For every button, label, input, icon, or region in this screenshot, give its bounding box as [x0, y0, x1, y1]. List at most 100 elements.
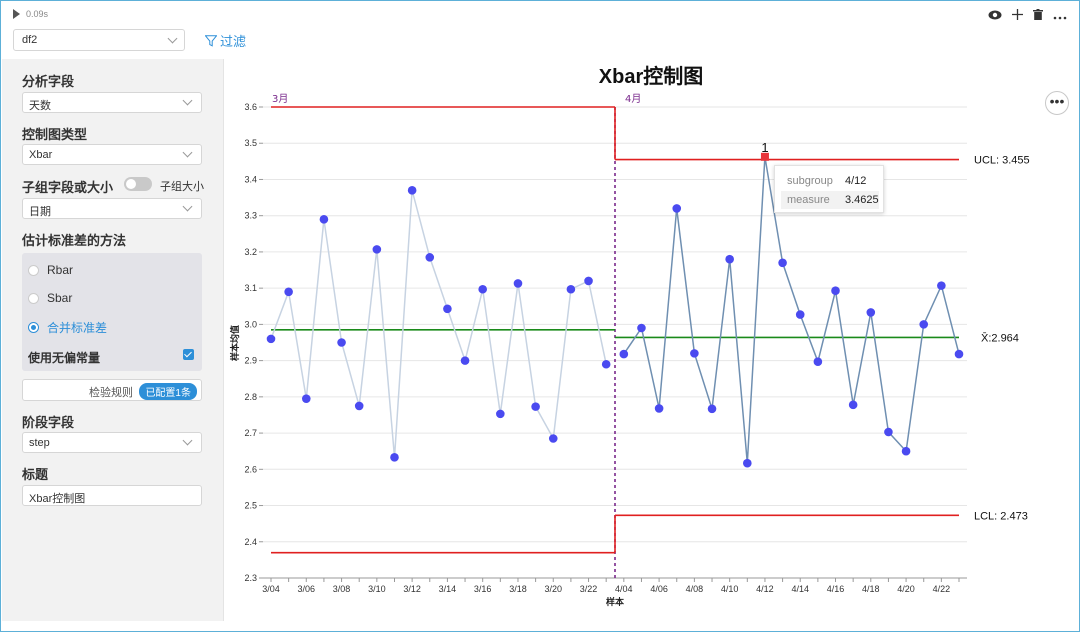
- radio-icon[interactable]: [28, 264, 39, 276]
- x-tick-label: 3/04: [262, 584, 280, 594]
- data-point: [566, 284, 576, 294]
- data-point: [619, 349, 629, 359]
- y-tick-label: 2.7: [244, 428, 257, 438]
- ucl-label: UCL: 3.455: [974, 155, 1030, 167]
- chevron-down-icon: [182, 147, 193, 158]
- title-input[interactable]: Xbar控制图: [22, 485, 202, 506]
- rules-label: 检验规则: [89, 387, 133, 399]
- x-tick-label: 3/14: [439, 584, 457, 594]
- analysis-field-select[interactable]: 天数: [22, 92, 202, 113]
- data-point: [672, 204, 682, 213]
- y-tick-label: 3.1: [244, 283, 257, 293]
- x-tick-label: 4/10: [721, 584, 739, 594]
- violation-marker-label: 1: [761, 140, 768, 155]
- y-tick-label: 3.2: [244, 247, 257, 257]
- x-axis-title: 样本: [606, 596, 625, 608]
- data-point: [795, 310, 805, 319]
- data-point: [884, 427, 893, 437]
- title-value: Xbar控制图: [29, 493, 86, 505]
- dataframe-select[interactable]: df2: [13, 29, 185, 51]
- subgroup-size-toggle[interactable]: [124, 177, 152, 191]
- data-point: [425, 253, 435, 262]
- x-tick-label: 3/06: [298, 584, 316, 594]
- x-tick-label: 3/12: [403, 584, 421, 594]
- data-point: [478, 284, 487, 294]
- center-label: X̄:2.964: [981, 332, 1019, 345]
- subgroup-toggle-label: 子组大小: [160, 181, 204, 193]
- radio-selected-icon[interactable]: [28, 322, 39, 333]
- trash-icon[interactable]: [1033, 7, 1043, 23]
- y-tick-label: 3.4: [244, 174, 257, 184]
- subgroup-value: 日期: [29, 206, 51, 218]
- tooltip-value: 4/12: [845, 175, 867, 187]
- radio-icon[interactable]: [28, 292, 39, 304]
- funnel-icon: [205, 34, 217, 47]
- y-tick-label: 3.3: [244, 211, 257, 221]
- method-rbar-label: Rbar: [47, 263, 74, 277]
- cell-toolbar: 0.09s df2 过滤: [1, 1, 1079, 59]
- y-axis-title: 样本均值: [229, 325, 241, 361]
- data-point: [937, 281, 946, 290]
- data-point: [690, 349, 699, 358]
- chevron-down-icon: [182, 95, 193, 106]
- chevron-down-icon: [182, 201, 193, 212]
- data-point: [319, 215, 329, 224]
- x-tick-label: 4/22: [933, 584, 951, 594]
- method-pooled-label: 合并标准差: [47, 321, 108, 335]
- y-tick-label: 3.0: [244, 319, 257, 329]
- chart-more-button[interactable]: •••: [1045, 91, 1069, 115]
- x-tick-label: 4/08: [686, 584, 704, 594]
- data-point: [513, 279, 523, 288]
- data-point: [337, 338, 346, 347]
- more-horizontal-icon[interactable]: [1053, 7, 1067, 23]
- data-point: [460, 356, 470, 365]
- plus-icon[interactable]: [1012, 7, 1023, 23]
- data-point: [372, 245, 382, 254]
- data-point: [407, 186, 417, 195]
- data-point: [354, 401, 364, 411]
- x-tick-label: 3/20: [544, 584, 562, 594]
- x-tick-label: 4/18: [862, 584, 880, 594]
- data-point: [654, 404, 664, 413]
- data-point: [584, 276, 593, 286]
- y-tick-label: 2.5: [244, 501, 257, 511]
- y-tick-label: 2.4: [244, 537, 257, 547]
- data-point: [848, 400, 858, 410]
- chart-type-value: Xbar: [29, 149, 53, 161]
- y-tick-label: 2.3: [244, 573, 257, 583]
- data-point: [707, 404, 717, 414]
- stddev-method-label: 估计标准差的方法: [22, 233, 127, 248]
- filter-button[interactable]: 过滤: [205, 31, 246, 50]
- data-point: [778, 258, 787, 268]
- phase-label: 3月: [272, 93, 288, 105]
- phase-field-label: 阶段字段: [22, 415, 75, 430]
- x-tick-label: 3/10: [368, 584, 386, 594]
- method-rbar[interactable]: Rbar: [28, 263, 73, 277]
- data-point: [725, 254, 734, 264]
- data-point: [301, 394, 311, 403]
- data-point: [548, 434, 558, 443]
- y-tick-label: 3.6: [244, 102, 257, 112]
- method-sbar[interactable]: Sbar: [28, 291, 72, 305]
- rules-badge: 已配置1条: [139, 383, 197, 400]
- data-point: [831, 286, 840, 295]
- data-point: [743, 458, 752, 468]
- data-point: [601, 359, 611, 369]
- data-point: [496, 409, 505, 419]
- play-icon[interactable]: [13, 9, 20, 19]
- series-line-phase-2: [623, 156, 960, 464]
- tooltip-value: 3.4625: [845, 194, 879, 206]
- lcl-label: LCL: 2.473: [974, 510, 1028, 522]
- method-pooled[interactable]: 合并标准差: [28, 319, 107, 336]
- chart-type-select[interactable]: Xbar: [22, 144, 202, 165]
- data-tooltip: subgroup 4/12 measure 3.4625: [774, 165, 884, 213]
- eye-icon[interactable]: [988, 7, 1002, 23]
- phase-label: 4月: [625, 93, 641, 105]
- unbiased-checkbox[interactable]: [183, 349, 194, 360]
- y-tick-label: 2.8: [244, 392, 257, 402]
- tooltip-row-measure: measure 3.4625: [781, 191, 879, 209]
- subgroup-select[interactable]: 日期: [22, 198, 202, 219]
- phase-field-select[interactable]: step: [22, 432, 202, 453]
- x-tick-label: 3/08: [333, 584, 351, 594]
- rules-button[interactable]: 检验规则 已配置1条: [22, 379, 202, 401]
